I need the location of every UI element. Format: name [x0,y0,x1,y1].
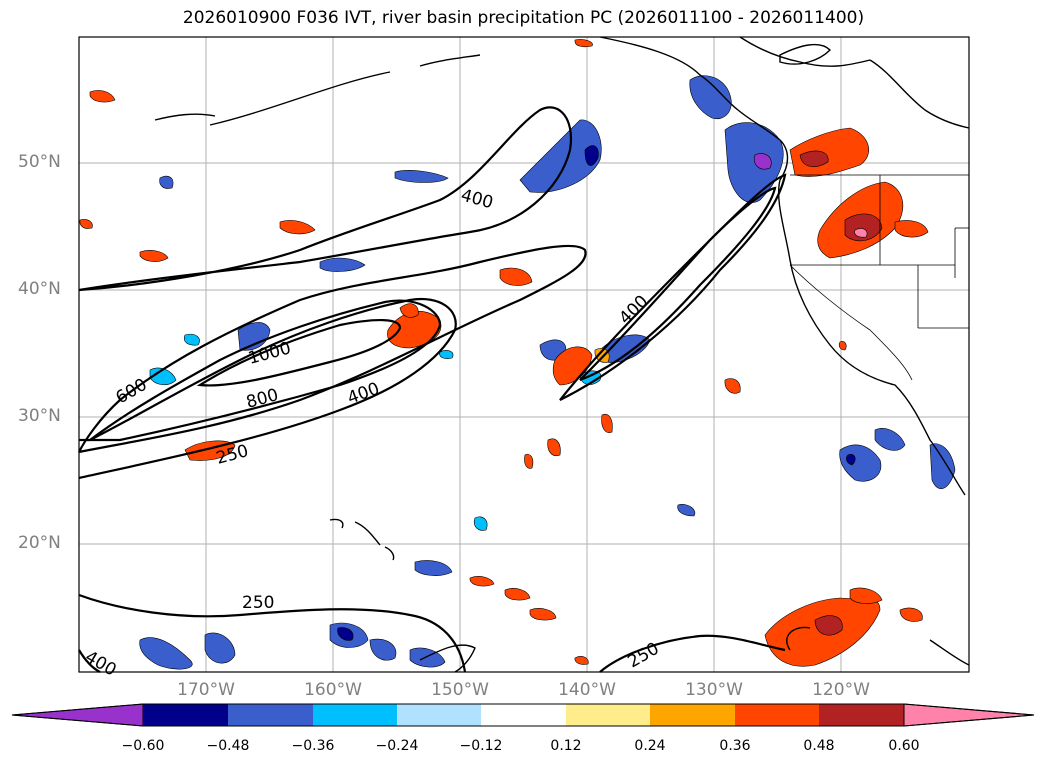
colorbar-tick-label: −0.36 [291,738,335,754]
colorbar-tick-label: 0.48 [803,738,835,754]
map-title: 2026010900 F036 IVT, river basin precipi… [182,8,865,28]
gridlines [79,37,969,672]
lon-label: 170°W [177,680,235,700]
lon-label: 160°W [304,680,362,700]
colorbar-tick-label: 0.36 [719,738,751,754]
colorbar-segment [228,704,313,726]
colorbar-segment [566,704,650,726]
contour-label: 250 [242,593,274,613]
colorbar-tick-label: −0.24 [375,738,419,754]
colorbar-tick-label: 0.60 [888,738,920,754]
precip-positive-shading [79,39,929,667]
precip-negative-shading [139,75,956,670]
colorbar-left-arrow [11,703,144,727]
colorbar-segment [397,704,481,726]
colorbar-tick-label: −0.48 [206,738,250,754]
colorbar-segment [143,704,228,726]
lon-label: 140°W [558,680,616,700]
colorbar-tick-label: −0.60 [121,738,165,754]
coastlines [154,36,970,673]
lat-label: 30°N [18,406,61,426]
political-boundaries [789,174,969,381]
colorbar-segment [650,704,735,726]
colorbar-tick-label: −0.12 [459,738,503,754]
ivt-contours [78,106,787,673]
lat-label: 50°N [18,152,61,172]
colorbar-tick-label: 0.12 [550,738,582,754]
colorbar-tick-label: 0.24 [634,738,666,754]
colorbar-segment [481,704,566,726]
lon-label: 120°W [812,680,870,700]
lon-label: 130°W [685,680,743,700]
colorbar-segment [819,704,904,726]
colorbar-segment [313,704,397,726]
colorbar-right-arrow [903,703,1035,727]
lat-label: 40°N [18,279,61,299]
colorbar-segment [735,704,819,726]
lon-label: 150°W [431,680,489,700]
lat-label: 20°N [18,533,61,553]
map-frame [78,36,970,673]
colorbar [11,703,1035,727]
